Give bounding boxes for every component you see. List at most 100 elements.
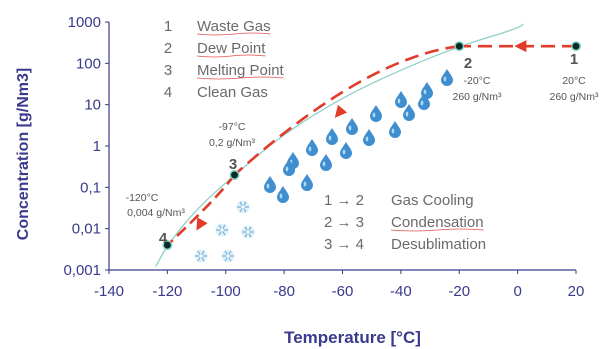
water-drop-shape <box>418 93 430 110</box>
y-tick-label: 1 <box>93 138 101 155</box>
y-tick-label: 0,01 <box>72 221 101 238</box>
water-drop-highlight <box>285 166 289 172</box>
snowflake-icon <box>194 249 208 263</box>
step-numbers: 1 → 2 <box>324 192 364 209</box>
y-axis-title: Concentration [g/Nm3] <box>15 68 32 240</box>
y-tick-label: 0,001 <box>63 262 101 279</box>
water-drop-shape <box>301 174 313 191</box>
snowflake-center <box>220 228 224 232</box>
water-drop-highlight <box>279 193 283 199</box>
step-label: Condensation <box>391 214 484 231</box>
point-number-4: 4 <box>159 230 168 247</box>
point-label: -20°C <box>464 75 491 87</box>
snowflake-center <box>199 254 203 258</box>
water-drop-highlight <box>420 100 424 106</box>
water-drop-icon <box>340 142 352 159</box>
water-drop-shape <box>277 186 289 203</box>
x-tick-label: -60 <box>332 283 354 300</box>
water-drop-highlight <box>328 135 332 141</box>
water-drop-shape <box>283 159 295 176</box>
water-drop-shape <box>340 142 352 159</box>
water-drop-icon <box>363 129 375 146</box>
vapor-pressure-curve <box>155 23 524 268</box>
data-point-2 <box>454 41 465 52</box>
point-number-2: 2 <box>464 55 472 72</box>
water-drop-icon <box>370 105 382 122</box>
water-drop-icon <box>418 93 430 110</box>
water-drop-shape <box>395 91 407 108</box>
water-drop-shape <box>306 139 318 156</box>
water-drop-shape <box>320 154 332 171</box>
x-tick-label: -120 <box>152 283 182 300</box>
point-number-3: 3 <box>229 156 237 173</box>
legend-number: 3 <box>164 62 172 79</box>
water-drop-icon <box>403 104 415 121</box>
water-drop-highlight <box>266 183 270 189</box>
water-drop-highlight <box>397 98 401 104</box>
point-label: 20°C <box>562 75 586 87</box>
snowflake-center <box>246 230 250 234</box>
data-point-3 <box>229 169 240 180</box>
legend-label: Dew Point <box>197 40 266 57</box>
water-drop-highlight <box>365 136 369 142</box>
x-tick-label: -100 <box>211 283 241 300</box>
legend-number: 1 <box>164 18 172 35</box>
point-label: -120°C <box>126 192 159 204</box>
water-drop-icon <box>306 139 318 156</box>
arrow-gas-cooling <box>514 40 527 53</box>
water-drop-icon <box>320 154 332 171</box>
y-tick-label: 10 <box>84 97 101 114</box>
x-tick-label: -140 <box>94 283 124 300</box>
water-drop-highlight <box>308 146 312 152</box>
arrow-desublimation <box>196 217 208 231</box>
snowflake-icon <box>215 223 229 237</box>
step-label: Desublimation <box>391 236 486 253</box>
point-label: 260 g/Nm³ <box>452 91 502 103</box>
process-path-desublimation <box>166 174 236 247</box>
water-drop-shape <box>363 129 375 146</box>
water-drop-icon <box>389 121 401 138</box>
legend-underline <box>196 54 266 58</box>
snowflake-icon <box>221 249 235 263</box>
x-tick-label: 0 <box>513 283 521 300</box>
y-tick-label: 0,1 <box>80 179 101 196</box>
water-drop-highlight <box>405 111 409 117</box>
legend-label: Clean Gas <box>197 84 268 101</box>
water-drop-highlight <box>348 125 352 131</box>
data-point-1 <box>571 41 581 52</box>
water-drop-highlight <box>443 76 447 82</box>
step-numbers: 3 → 4 <box>324 236 364 253</box>
water-drop-highlight <box>391 128 395 134</box>
water-drop-highlight <box>372 112 376 118</box>
snowflake-icon <box>236 200 250 214</box>
point-label: 0,2 g/Nm³ <box>209 137 256 149</box>
x-tick-label: -40 <box>390 283 412 300</box>
x-tick-label: -80 <box>273 283 295 300</box>
water-drop-icon <box>283 159 295 176</box>
legend-number: 2 <box>164 40 172 57</box>
water-drop-icon <box>264 176 276 193</box>
y-tick-label: 100 <box>76 55 101 72</box>
water-drop-shape <box>346 118 358 135</box>
x-tick-label: -20 <box>448 283 470 300</box>
point-number-1: 1 <box>570 51 578 68</box>
water-drop-shape <box>370 105 382 122</box>
snowflake-center <box>241 205 245 209</box>
water-drop-shape <box>441 69 453 86</box>
snowflake-center <box>226 254 230 258</box>
arrow-condensation <box>334 104 348 118</box>
legend-number: 4 <box>164 84 172 101</box>
water-drop-icon <box>301 174 313 191</box>
water-drop-icon <box>326 128 338 145</box>
water-drop-shape <box>403 104 415 121</box>
snowflake-icon <box>241 225 255 239</box>
water-drop-highlight <box>342 149 346 155</box>
step-label: Gas Cooling <box>391 192 474 209</box>
legend-underline <box>196 32 271 36</box>
water-drop-shape <box>264 176 276 193</box>
point-label: 0,004 g/Nm³ <box>127 207 185 219</box>
water-drop-highlight <box>423 89 427 95</box>
water-drop-icon <box>395 91 407 108</box>
water-drop-highlight <box>303 181 307 187</box>
